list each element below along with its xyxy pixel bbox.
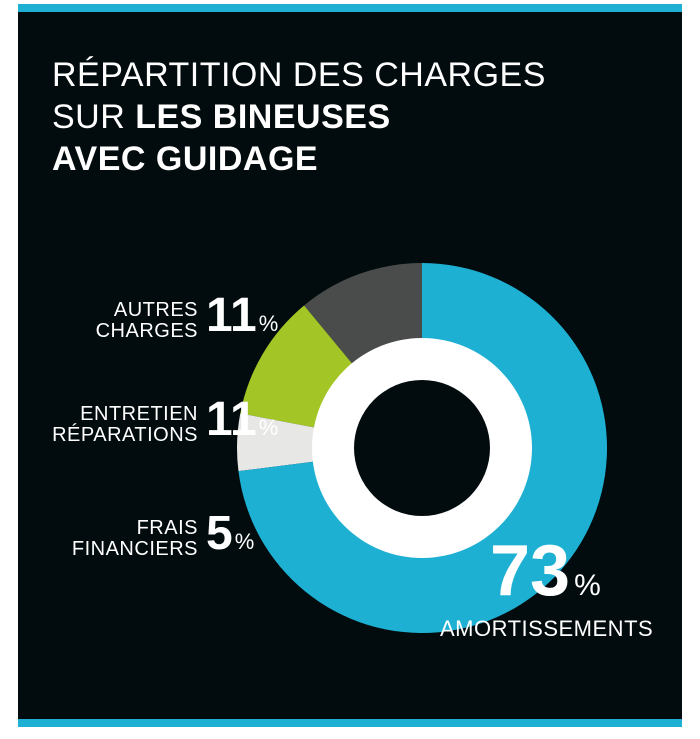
title-line2-prefix: SUR	[52, 98, 135, 136]
donut-hole	[354, 380, 490, 516]
chart-frame: RÉPARTITION DES CHARGES SUR LES BINEUSES…	[0, 0, 700, 739]
callout-label-autres_charges: AUTRESCHARGES	[18, 300, 198, 342]
title-line2: SUR LES BINEUSES	[52, 96, 546, 138]
callout-value-autres_charges: 11%	[206, 288, 278, 343]
top-accent-bar	[18, 4, 682, 12]
title-line1: RÉPARTITION DES CHARGES	[52, 54, 546, 96]
bottom-accent-bar	[18, 719, 682, 727]
callout-label-amortissements: AMORTISSEMENTS	[440, 616, 653, 642]
callout-label-frais_financiers: FRAISFINANCIERS	[18, 518, 198, 560]
chart-title: RÉPARTITION DES CHARGES SUR LES BINEUSES…	[52, 54, 546, 180]
chart-panel: RÉPARTITION DES CHARGES SUR LES BINEUSES…	[18, 12, 682, 719]
callout-value-frais_financiers: 5%	[206, 506, 254, 561]
callout-value-amortissements: 73%	[490, 530, 601, 612]
callout-value-entretien_reparations: 11%	[206, 392, 278, 447]
callout-label-entretien_reparations: ENTRETIENRÉPARATIONS	[18, 404, 198, 446]
title-line3: AVEC GUIDAGE	[52, 138, 546, 180]
title-line2-bold: LES BINEUSES	[135, 98, 390, 136]
